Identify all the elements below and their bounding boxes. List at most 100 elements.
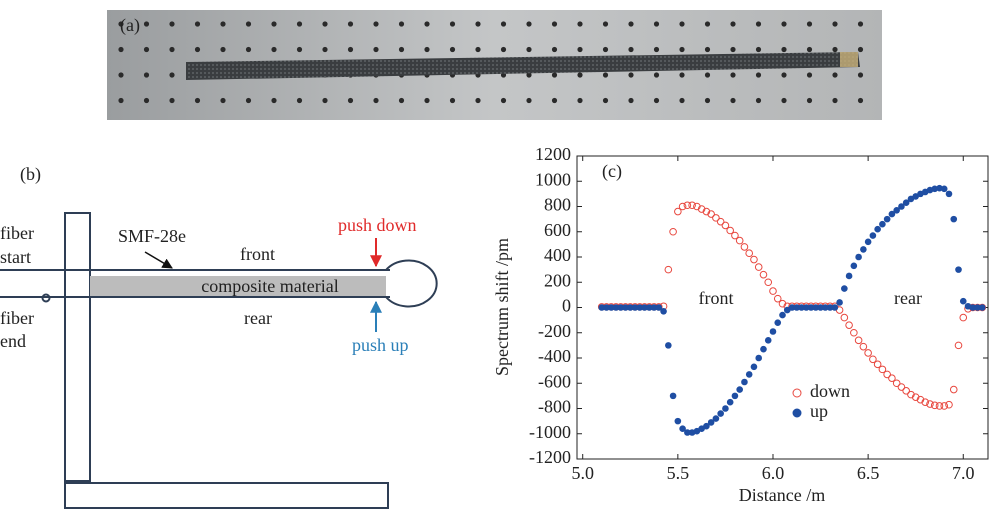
point: [978, 304, 986, 311]
panel-label: (b): [20, 164, 41, 185]
arrow: [144, 251, 173, 269]
point: [598, 304, 606, 311]
point: [874, 225, 881, 233]
point: [955, 266, 962, 273]
y-tick-label: 0: [562, 296, 571, 316]
y-tick-label: -600: [538, 371, 571, 391]
y-tick-label: 800: [544, 195, 571, 215]
y-tick-label: -400: [538, 346, 571, 366]
point: [745, 371, 753, 378]
y-axis-label: Spectrum shift /pm: [492, 238, 512, 376]
point: [873, 360, 882, 369]
fiber-type: SMF-28e: [118, 226, 186, 246]
point: [859, 342, 868, 351]
point: [935, 402, 944, 410]
point: [831, 304, 839, 311]
fiber-clamp: [41, 293, 51, 303]
fiber-label: fiber: [0, 308, 34, 328]
point: [798, 304, 805, 311]
point: [879, 220, 886, 228]
point: [607, 304, 615, 311]
point: [631, 304, 639, 311]
push-label: push down: [338, 215, 417, 235]
strip-tape: [840, 52, 858, 67]
point: [836, 299, 843, 306]
point: [731, 392, 739, 400]
y-tick-label: -200: [538, 321, 571, 341]
y-tick-label: -1000: [529, 422, 571, 442]
point: [717, 410, 724, 417]
point: [826, 304, 834, 311]
point: [788, 304, 796, 311]
point: [898, 203, 905, 210]
point: [945, 190, 953, 198]
point: [845, 272, 853, 280]
push-label: push up: [352, 335, 409, 355]
point: [745, 249, 754, 258]
point: [974, 304, 981, 311]
point: [759, 270, 768, 279]
point: [945, 400, 953, 409]
support-base: [64, 482, 389, 509]
point: [726, 226, 734, 235]
point: [769, 287, 777, 295]
point: [860, 246, 867, 253]
point: [902, 199, 910, 207]
support-post: [64, 212, 91, 482]
point: [822, 304, 829, 311]
point: [954, 341, 963, 350]
point: [697, 205, 706, 213]
point: [754, 263, 763, 271]
point: [926, 400, 934, 408]
point: [716, 217, 725, 226]
point: [949, 385, 958, 394]
point: [683, 201, 692, 210]
point: [969, 304, 977, 311]
point: [626, 304, 634, 311]
legend-marker: [792, 388, 802, 398]
point: [778, 299, 787, 308]
y-tick-label: -800: [538, 397, 571, 417]
point: [869, 232, 877, 239]
y-tick-label: 200: [544, 270, 571, 290]
point: [646, 304, 653, 311]
point: [721, 221, 730, 230]
point: [684, 429, 691, 436]
point: [916, 395, 925, 404]
composite-strip: [186, 52, 860, 80]
point: [650, 304, 658, 311]
annotation: front: [699, 288, 734, 308]
y-tick-label: 600: [544, 220, 571, 240]
point: [750, 255, 758, 264]
point: [641, 304, 648, 311]
x-tick-label: 5.5: [667, 463, 690, 483]
point: [888, 374, 896, 383]
point: [665, 342, 672, 349]
point: [674, 417, 682, 425]
point: [774, 319, 782, 326]
point: [921, 398, 930, 406]
point: [669, 392, 677, 400]
chart: (c) front rear Distance /m Spectrum shif…: [492, 144, 989, 505]
point: [750, 363, 758, 371]
point: [741, 378, 748, 386]
point: [850, 262, 858, 270]
point: [907, 390, 915, 399]
point: [731, 231, 739, 240]
legend-label: down: [810, 381, 850, 401]
material-label: composite material: [201, 276, 338, 296]
point: [911, 393, 920, 401]
annotation: rear: [894, 288, 922, 308]
point: [773, 294, 782, 303]
point: [854, 336, 863, 345]
point: [603, 304, 610, 311]
point: [688, 201, 696, 210]
point: [764, 278, 773, 287]
point: [793, 304, 801, 311]
point: [845, 321, 853, 329]
point: [940, 185, 948, 193]
point: [669, 227, 677, 236]
point: [959, 313, 968, 322]
point: [864, 238, 872, 246]
